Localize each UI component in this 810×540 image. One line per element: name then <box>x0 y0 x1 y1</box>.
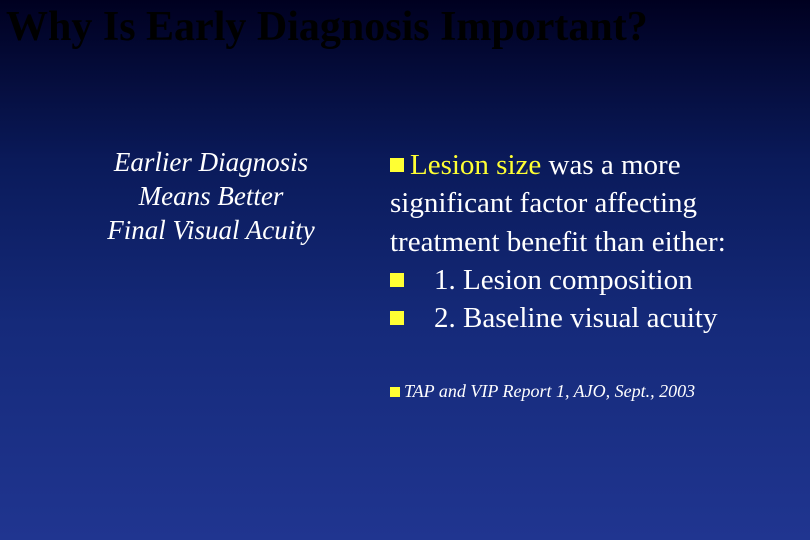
left-line-3: Final Visual Acuity <box>86 214 336 248</box>
square-bullet-icon <box>390 387 400 397</box>
left-column: Earlier Diagnosis Means Better Final Vis… <box>86 146 336 247</box>
sub-bullet-row-1: 1. Lesion composition <box>390 261 790 299</box>
main-text-continuation: significant factor affecting treatment b… <box>390 184 790 261</box>
sub-bullet-2-text: 2. Baseline visual acuity <box>434 299 718 337</box>
square-bullet-icon <box>390 311 404 325</box>
main-bullet-row: Lesion size was a more <box>390 146 790 184</box>
sub-bullet-list: 1. Lesion composition 2. Baseline visual… <box>390 261 790 338</box>
left-line-2: Means Better <box>86 180 336 214</box>
sub-bullet-1-text: 1. Lesion composition <box>434 261 693 299</box>
square-bullet-icon <box>390 273 404 287</box>
sub-bullet-row-2: 2. Baseline visual acuity <box>390 299 790 337</box>
citation-text: TAP and VIP Report 1, AJO, Sept., 2003 <box>404 380 695 403</box>
main-bullet-text: Lesion size was a more <box>410 146 790 184</box>
highlight-text: Lesion size <box>410 149 541 181</box>
citation-row: TAP and VIP Report 1, AJO, Sept., 2003 <box>390 380 790 403</box>
left-line-1: Earlier Diagnosis <box>86 146 336 180</box>
main-text-first-line: was a more <box>541 149 680 181</box>
square-bullet-icon <box>390 158 404 172</box>
slide-title: Why Is Early Diagnosis Important? <box>6 4 800 50</box>
right-column: Lesion size was a more significant facto… <box>390 146 790 337</box>
slide: Why Is Early Diagnosis Important? Earlie… <box>0 0 810 540</box>
